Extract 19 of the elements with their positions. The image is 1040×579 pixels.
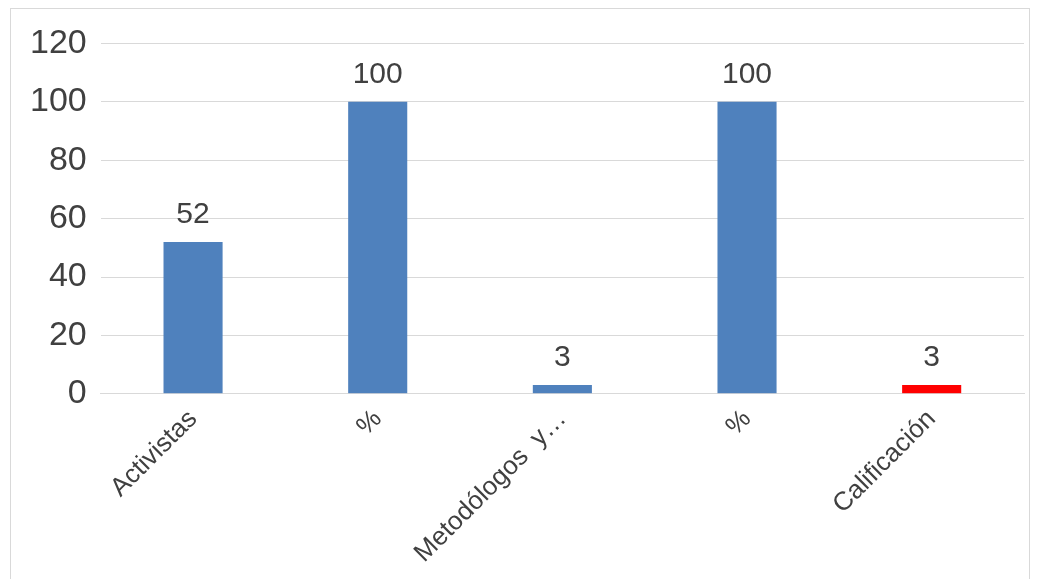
- y-tick-label: 80: [48, 138, 87, 177]
- y-tick-label: 60: [48, 197, 87, 236]
- y-tick-label: 100: [29, 80, 87, 119]
- bar: [902, 385, 962, 394]
- y-tick-label: 20: [48, 313, 87, 352]
- bar: [717, 101, 777, 394]
- data-label: 52: [176, 196, 210, 230]
- data-label: 100: [352, 56, 403, 90]
- y-tick-label: 40: [48, 255, 87, 294]
- x-tick-label: %: [349, 403, 388, 441]
- data-label: 3: [923, 339, 941, 373]
- y-tick-label: 0: [67, 372, 87, 411]
- bar: [532, 385, 592, 394]
- bar: [348, 101, 408, 394]
- data-label: 100: [721, 56, 773, 90]
- data-label: 3: [554, 339, 571, 373]
- y-tick-label: 120: [29, 21, 87, 60]
- x-tick-label: %: [718, 403, 757, 441]
- bar: [163, 242, 223, 394]
